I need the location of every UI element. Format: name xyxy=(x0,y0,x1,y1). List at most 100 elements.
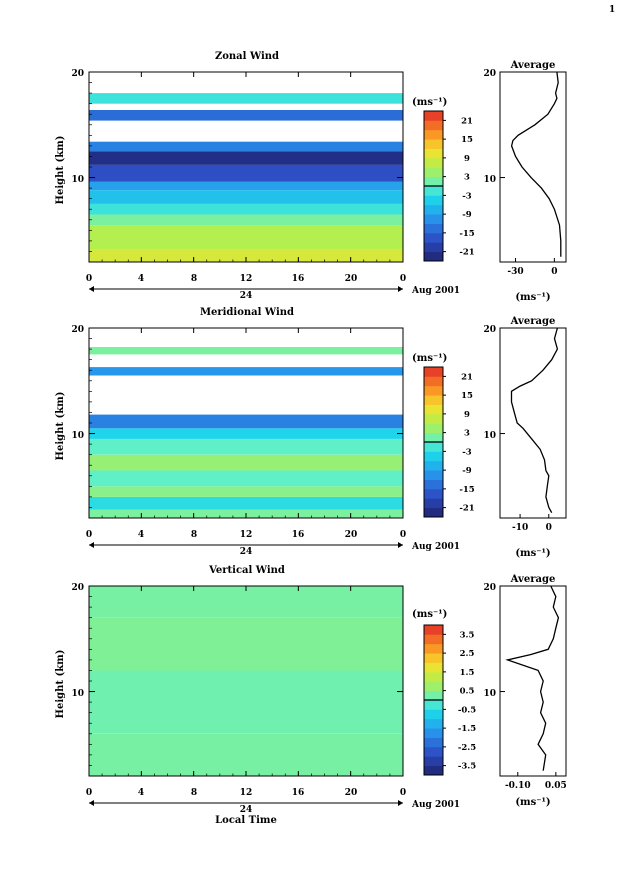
zonal-wind-date-axis: 24 Aug 2001 xyxy=(89,286,460,301)
colorbar-band xyxy=(424,662,443,673)
colorbar-band xyxy=(424,232,443,243)
colorbar-tick-label: 15 xyxy=(461,391,473,401)
colorbar-band xyxy=(424,376,443,387)
colorbar-band xyxy=(424,404,443,415)
zonal-wind-x-tick-20: 20 xyxy=(345,274,358,284)
colorbar-band xyxy=(424,251,443,262)
vertical-wind-average-y-tick-10: 10 xyxy=(483,689,496,699)
zonal-wind-x-tick-0: 0 xyxy=(86,274,92,284)
meridional-wind-date-marker: 24 xyxy=(240,547,253,557)
colorbar-band xyxy=(424,488,443,499)
heatmap-layer xyxy=(89,486,403,497)
vertical-wind-date-marker: 24 xyxy=(240,805,253,815)
meridional-wind-date-axis: 24 Aug 2001 xyxy=(89,542,460,557)
colorbar-band xyxy=(424,671,443,682)
colorbar-tick-label: -1.5 xyxy=(458,724,476,734)
colorbar-tick-label: 3 xyxy=(464,429,470,439)
colorbar-band xyxy=(424,367,443,377)
colorbar-band xyxy=(424,186,443,196)
colorbar-band xyxy=(424,432,443,443)
meridional-wind-average-y-tick-20: 20 xyxy=(483,325,496,335)
colorbar-band xyxy=(424,204,443,215)
zonal-wind-y-tick-10: 10 xyxy=(71,175,84,185)
meridional-wind-y-tick-20: 20 xyxy=(71,325,84,335)
axis-tick-marks xyxy=(88,585,404,777)
average-frame xyxy=(499,327,567,519)
heatmap-layer xyxy=(89,141,403,152)
vertical-wind-average-y-tick-20: 20 xyxy=(483,583,496,593)
meridional-wind-y-tick-10: 10 xyxy=(71,431,84,441)
vertical-wind-average-profile: Average 20 10 (ms⁻¹) -0.10 0.05 xyxy=(483,574,566,808)
meridional-wind-x-tick-16: 16 xyxy=(292,530,305,540)
colorbar-band xyxy=(424,690,443,701)
colorbar-tick-label: -21 xyxy=(459,248,474,258)
colorbar-tick-label: -9 xyxy=(462,466,472,476)
vertical-wind-x-tick-16: 16 xyxy=(292,788,305,798)
vertical-wind-x-tick-0: 0 xyxy=(86,788,92,798)
colorbar-band xyxy=(424,718,443,729)
meridional-wind-plot xyxy=(89,347,403,518)
heatmap-layer xyxy=(89,733,403,776)
heatmap-layer xyxy=(89,670,403,734)
meridional-wind-x-tick-12: 12 xyxy=(240,530,253,540)
vertical-wind-x-ticks: 0 4 8 12 16 20 0 xyxy=(86,788,406,798)
meridional-wind-average-profile: Average 20 10 (ms⁻¹) -10 0 xyxy=(483,316,567,559)
colorbar-tick-label: -9 xyxy=(462,210,472,220)
vertical-wind-date-axis: 24 Aug 2001 xyxy=(89,800,460,815)
zonal-wind-average-y-tick-20: 20 xyxy=(483,69,496,79)
colorbar-tick-label: 3 xyxy=(464,173,470,183)
vertical-wind-y-axis-label: Height (km) xyxy=(55,650,66,719)
heatmap-layer xyxy=(89,214,403,226)
average-x-tick-label: -0.10 xyxy=(505,781,531,791)
zonal-wind-y-tick-20: 20 xyxy=(71,69,84,79)
zonal-wind-x-tick-24: 0 xyxy=(400,274,406,284)
colorbar-band xyxy=(424,470,443,480)
vertical-wind-title: Vertical Wind xyxy=(208,565,285,576)
heatmap-layer xyxy=(89,225,403,250)
colorbar-band xyxy=(424,242,443,253)
vertical-wind-x-tick-20: 20 xyxy=(345,788,358,798)
average-frame xyxy=(499,71,567,263)
zonal-wind-date-marker: 24 xyxy=(240,291,253,301)
colorbar-band xyxy=(424,765,443,776)
colorbar-band xyxy=(424,167,443,178)
vertical-wind-date-label: Aug 2001 xyxy=(411,800,460,810)
colorbar-tick-label: -3 xyxy=(462,191,472,201)
zonal-wind-title: Zonal Wind xyxy=(215,51,279,62)
colorbar-band xyxy=(424,195,443,206)
zonal-wind-colorbar-unit: (ms⁻¹) xyxy=(412,97,447,108)
average-frame xyxy=(499,585,567,777)
colorbar-tick-label: 3.5 xyxy=(460,630,475,640)
colorbar-tick-label: 21 xyxy=(461,116,473,126)
average-x-tick-label: 0 xyxy=(551,267,557,277)
zonal-wind-x-tick-12: 12 xyxy=(240,274,253,284)
heatmap-layer xyxy=(89,586,403,618)
meridional-wind-x-tick-4: 4 xyxy=(138,530,144,540)
heatmap-layer xyxy=(89,151,403,165)
colorbar-tick-label: 9 xyxy=(464,154,470,164)
colorbar-tick-label: 9 xyxy=(464,410,470,420)
zonal-wind-x-tick-4: 4 xyxy=(138,274,144,284)
colorbar-band xyxy=(424,120,443,131)
colorbar-band xyxy=(424,129,443,140)
vertical-wind-colorbar-unit: (ms⁻¹) xyxy=(412,609,447,620)
colorbar-band xyxy=(424,442,443,452)
colorbar-band xyxy=(424,737,443,748)
colorbar-tick-label: 15 xyxy=(461,135,473,145)
meridional-wind-x-tick-24: 0 xyxy=(400,530,406,540)
colorbar-band xyxy=(424,148,443,159)
colorbar-band xyxy=(424,395,443,405)
colorbar-band xyxy=(424,214,443,224)
axis-tick-marks xyxy=(88,327,404,519)
vertical-wind-panel: Vertical Wind Height (km) 20 10 0 4 8 12… xyxy=(55,565,567,826)
meridional-wind-x-tick-8: 8 xyxy=(191,530,197,540)
zonal-wind-average-x-label: (ms⁻¹) xyxy=(515,292,550,303)
corner-mark: 1 xyxy=(609,5,615,15)
colorbar-band xyxy=(424,709,443,720)
vertical-wind-x-tick-4: 4 xyxy=(138,788,144,798)
colorbar-band xyxy=(424,625,443,635)
vertical-wind-y-tick-10: 10 xyxy=(71,689,84,699)
colorbar-band xyxy=(424,413,443,424)
average-x-tick-label: 0.05 xyxy=(545,781,567,791)
